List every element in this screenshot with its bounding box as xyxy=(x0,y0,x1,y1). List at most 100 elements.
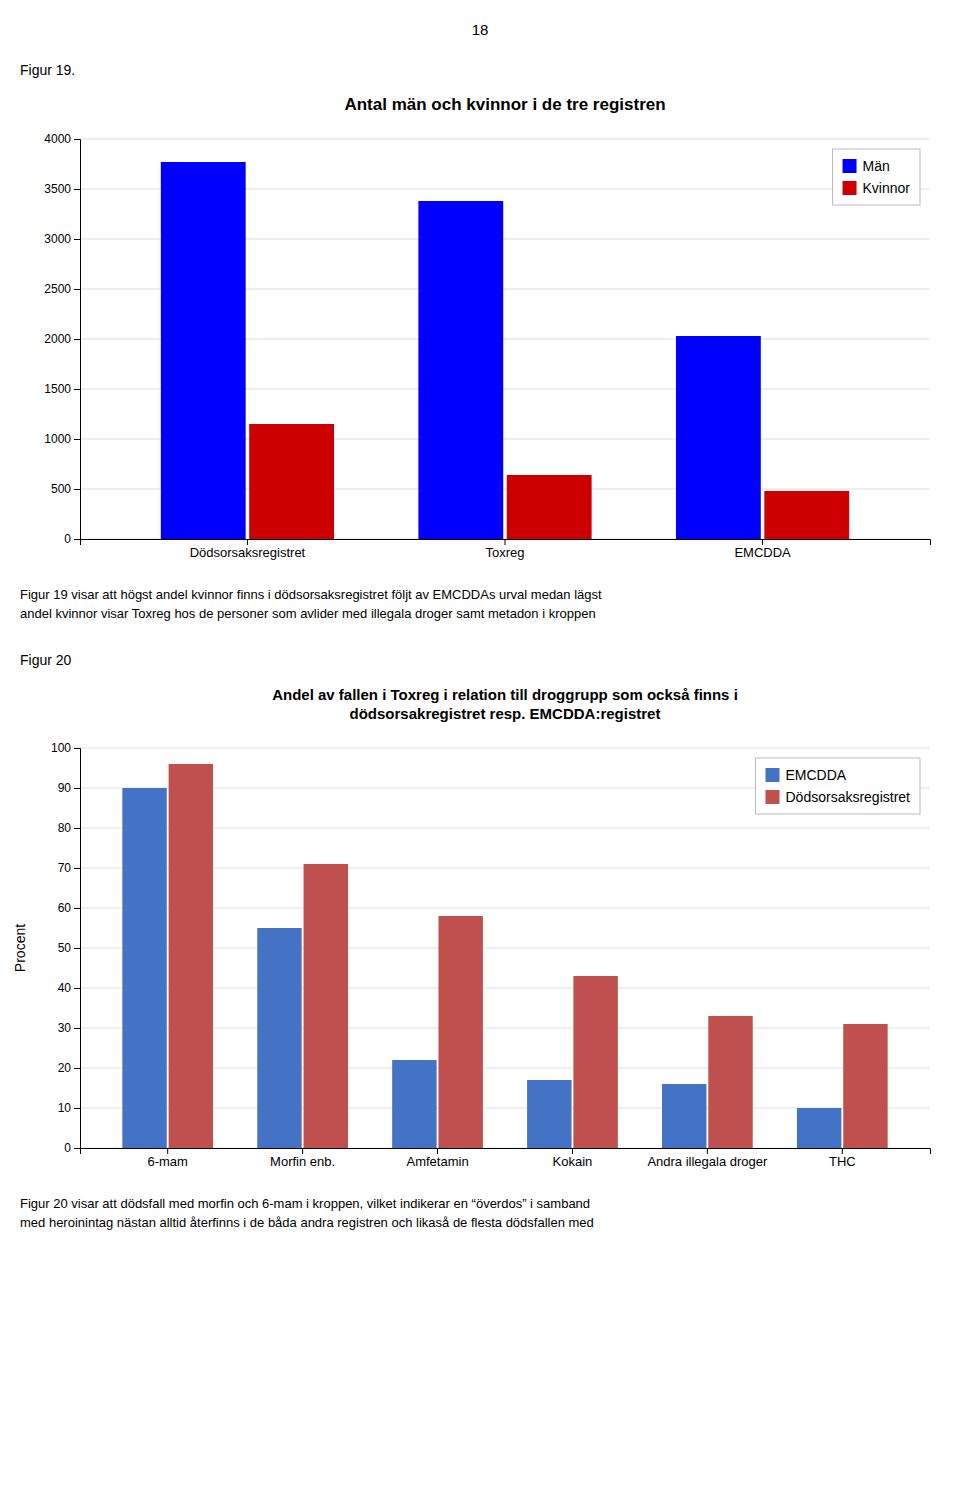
axis-line xyxy=(74,140,81,540)
tick: 0 xyxy=(64,1141,80,1155)
bars xyxy=(122,764,887,1148)
bar xyxy=(797,1108,841,1148)
legend-item: Män xyxy=(843,158,890,174)
bar xyxy=(304,864,348,1148)
tick-mark xyxy=(74,788,80,789)
tick-mark xyxy=(74,439,80,440)
y-axis: 0 10 20 30 40 50 60 70 80 90 100 xyxy=(51,741,81,1155)
legend-swatch xyxy=(843,159,857,173)
legend-item: EMCDDA xyxy=(766,767,847,783)
x-axis: Dödsorsaksregistret Toxreg EMCDDA xyxy=(81,539,931,560)
page-number: 18 xyxy=(472,21,489,38)
series xyxy=(249,424,849,539)
tick-mark xyxy=(74,948,80,949)
tick-label: 1500 xyxy=(44,382,71,396)
bar xyxy=(249,424,334,539)
series xyxy=(169,764,888,1148)
tick: Dödsorsaksregistret xyxy=(190,539,306,560)
x-axis: 6-mam Morfin enb. Amfetamin Kokain Andra ill… xyxy=(81,1148,931,1169)
legend-label: Kvinnor xyxy=(863,180,911,196)
tick-mark xyxy=(707,1148,708,1154)
tick-label: 2000 xyxy=(44,332,71,346)
tick-label: 40 xyxy=(58,981,72,995)
axis-line xyxy=(81,1149,931,1155)
bar xyxy=(122,788,166,1148)
grid-line xyxy=(80,748,930,749)
grid xyxy=(80,748,930,1148)
axis-line xyxy=(74,749,81,1149)
tick: 1500 xyxy=(44,382,80,396)
tick: 100 xyxy=(51,741,80,755)
caption: med heroinintag nästan alltid återfinns … xyxy=(20,1215,594,1230)
tick-mark xyxy=(762,539,763,545)
tick-label: 0 xyxy=(64,1141,71,1155)
tick-label: 2500 xyxy=(44,282,71,296)
tick-label: EMCDDA xyxy=(734,545,791,560)
tick: Andra illegala droger xyxy=(647,1148,768,1169)
tick-label: 3000 xyxy=(44,232,71,246)
chart-title: Andel av fallen i Toxreg i relation till… xyxy=(272,686,738,703)
tick: 2500 xyxy=(44,282,80,296)
tick: 3000 xyxy=(44,232,80,246)
chart-title: Antal män och kvinnor i de tre registren xyxy=(344,95,665,114)
bar xyxy=(438,916,482,1148)
tick: 60 xyxy=(58,901,80,915)
tick-mark xyxy=(74,988,80,989)
tick: 90 xyxy=(58,781,80,795)
legend-swatch xyxy=(766,790,780,804)
tick-mark xyxy=(74,339,80,340)
tick-label: 10 xyxy=(58,1101,72,1115)
tick-label: 4000 xyxy=(44,132,71,146)
tick: 0 xyxy=(64,532,80,546)
bar xyxy=(418,201,503,539)
tick: 30 xyxy=(58,1021,80,1035)
bar xyxy=(507,475,592,539)
tick: 1000 xyxy=(44,432,80,446)
tick: Kokain xyxy=(553,1148,593,1169)
tick-label: Kokain xyxy=(553,1154,593,1169)
tick: 500 xyxy=(51,482,80,496)
tick: EMCDDA xyxy=(734,539,791,560)
tick: Amfetamin xyxy=(406,1148,468,1169)
bar xyxy=(257,928,301,1148)
caption: andel kvinnor visar Toxreg hos de person… xyxy=(20,606,596,621)
tick-label: 60 xyxy=(58,901,72,915)
tick-label: Toxreg xyxy=(485,545,524,560)
tick: 6-mam xyxy=(147,1148,187,1169)
axis-line xyxy=(81,540,931,546)
tick: 10 xyxy=(58,1101,80,1115)
tick-mark xyxy=(247,539,248,545)
legend-swatch xyxy=(766,768,780,782)
tick-mark xyxy=(167,1148,168,1154)
tick-label: Morfin enb. xyxy=(270,1154,335,1169)
tick: 20 xyxy=(58,1061,80,1075)
tick-mark xyxy=(74,539,80,540)
legend: Män Kvinnor xyxy=(833,149,920,205)
tick-mark xyxy=(74,389,80,390)
tick-label: 70 xyxy=(58,861,72,875)
bar xyxy=(169,764,213,1148)
tick-mark xyxy=(842,1148,843,1154)
tick-label: 0 xyxy=(64,532,71,546)
tick-label: 100 xyxy=(51,741,71,755)
series xyxy=(161,162,761,539)
tick-mark xyxy=(572,1148,573,1154)
tick-mark xyxy=(74,139,80,140)
series xyxy=(122,788,841,1148)
tick: 40 xyxy=(58,981,80,995)
tick-label: 50 xyxy=(58,941,72,955)
bar xyxy=(708,1016,752,1148)
chart: Figur 20Andel av fallen i Toxreg i relat… xyxy=(12,652,931,1230)
tick-mark xyxy=(74,189,80,190)
tick-mark xyxy=(302,1148,303,1154)
tick-mark xyxy=(74,868,80,869)
tick-mark xyxy=(505,539,506,545)
tick-mark xyxy=(74,828,80,829)
legend: EMCDDADödsorsaksregistret xyxy=(756,758,921,814)
tick-label: 20 xyxy=(58,1061,72,1075)
tick: 80 xyxy=(58,821,80,835)
y-axis-title: Procent xyxy=(12,924,28,972)
grid-line xyxy=(80,139,930,140)
tick-label: 30 xyxy=(58,1021,72,1035)
tick-mark xyxy=(74,748,80,749)
